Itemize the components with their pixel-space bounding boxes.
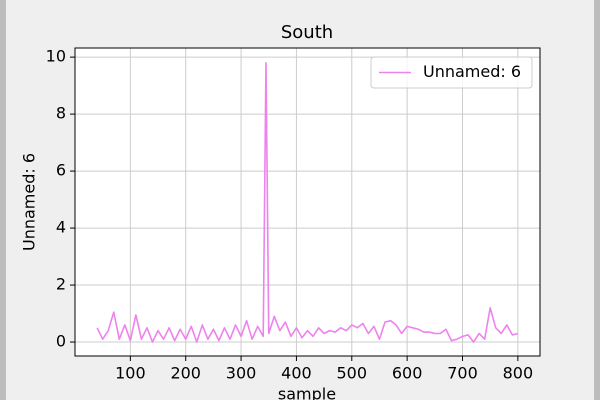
legend-label: Unnamed: 6 xyxy=(423,62,521,81)
x-tick-label: 300 xyxy=(226,364,257,383)
x-tick-label: 700 xyxy=(447,364,478,383)
x-axis-label: sample xyxy=(278,385,336,400)
x-tick-label: 200 xyxy=(170,364,201,383)
y-tick-label: 8 xyxy=(56,104,66,123)
line xyxy=(96,62,519,343)
y-tick-label: 0 xyxy=(56,332,66,351)
y-tick-label: 2 xyxy=(56,275,66,294)
chart-title: South xyxy=(281,22,333,43)
plot-area xyxy=(75,48,540,356)
x-tick-label: 400 xyxy=(281,364,312,383)
y-tick-label: 4 xyxy=(56,218,66,237)
x-tick-label: 500 xyxy=(337,364,368,383)
x-tick-label: 100 xyxy=(115,364,146,383)
plot-border xyxy=(74,47,541,357)
y-tick-label: 10 xyxy=(46,47,66,66)
y-tick-label: 6 xyxy=(56,161,66,180)
x-tick-label: 800 xyxy=(503,364,534,383)
x-tick-label: 600 xyxy=(392,364,423,383)
legend-box xyxy=(370,56,533,89)
y-axis-label: Unnamed: 6 xyxy=(20,153,39,251)
